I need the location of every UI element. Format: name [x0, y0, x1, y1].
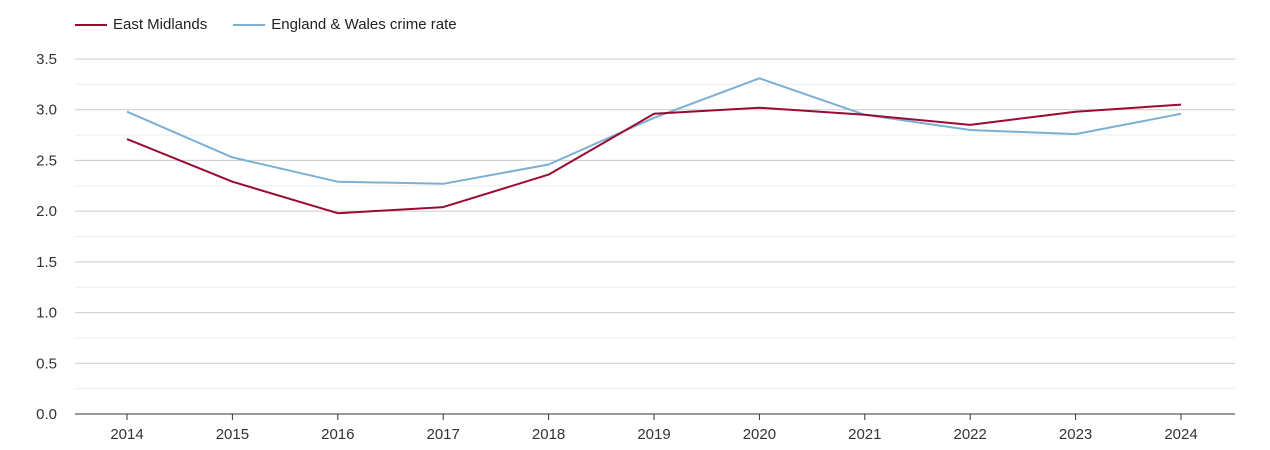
x-tick-label: 2022	[954, 426, 987, 443]
y-tick-label: 2.0	[36, 203, 57, 220]
x-tick-label: 2024	[1164, 426, 1197, 443]
y-tick-label: 0.5	[36, 355, 57, 372]
y-tick-label: 0.0	[36, 406, 57, 423]
x-tick-label: 2021	[848, 426, 881, 443]
x-tick-label: 2014	[110, 426, 143, 443]
y-tick-label: 3.5	[36, 51, 57, 68]
legend-item-east-midlands[interactable]: East Midlands	[75, 16, 207, 33]
x-tick-label: 2023	[1059, 426, 1092, 443]
x-tick-label: 2020	[743, 426, 776, 443]
legend-item-england-wales[interactable]: England & Wales crime rate	[233, 16, 457, 33]
x-tick-label: 2018	[532, 426, 565, 443]
y-tick-label: 3.0	[36, 102, 57, 119]
y-tick-label: 1.0	[36, 305, 57, 322]
x-tick-label: 2015	[216, 426, 249, 443]
y-tick-label: 2.5	[36, 152, 57, 169]
legend-swatch-east-midlands	[75, 23, 107, 26]
legend-label-england-wales: England & Wales crime rate	[271, 16, 457, 33]
x-tick-label: 2019	[637, 426, 670, 443]
legend-swatch-england-wales	[233, 23, 266, 26]
y-tick-label: 1.5	[36, 254, 57, 271]
chart-legend: East Midlands England & Wales crime rate	[75, 16, 457, 33]
x-tick-label: 2017	[427, 426, 460, 443]
series-line-east-midlands	[126, 103, 1182, 215]
series-line-england-wales	[126, 77, 1182, 185]
x-tick-label: 2016	[321, 426, 354, 443]
legend-label-east-midlands: East Midlands	[113, 16, 208, 33]
